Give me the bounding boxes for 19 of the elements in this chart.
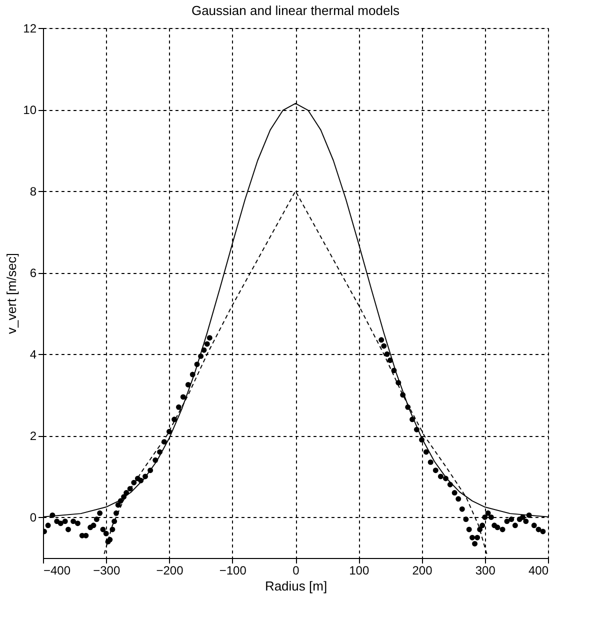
y-tick-label: 12	[23, 22, 37, 36]
y-axis-title: v_vert [m/sec]	[4, 253, 20, 334]
y-tick-label: 8	[30, 184, 37, 199]
y-tick-label: 4	[30, 348, 37, 362]
x-tick-label: 300	[475, 564, 496, 578]
y-tick-label: 10	[23, 103, 37, 118]
chart-title: Gaussian and linear thermal models	[191, 3, 400, 18]
x-tick-label: −300	[93, 564, 120, 578]
x-tick-label: 100	[349, 564, 370, 578]
x-tick-label: −200	[156, 564, 184, 578]
y-tick-label: 0	[30, 510, 37, 525]
x-tick-label: 0	[292, 564, 300, 578]
x-tick-label: 400	[528, 564, 549, 578]
y-tick-label: 2	[30, 429, 37, 444]
x-tick-label: 200	[412, 564, 433, 578]
x-tick-label: −400	[44, 564, 71, 578]
y-tick-label: 6	[30, 266, 37, 280]
x-axis-title: Radius [m]	[264, 578, 328, 594]
x-tick-label: −100	[219, 564, 247, 578]
